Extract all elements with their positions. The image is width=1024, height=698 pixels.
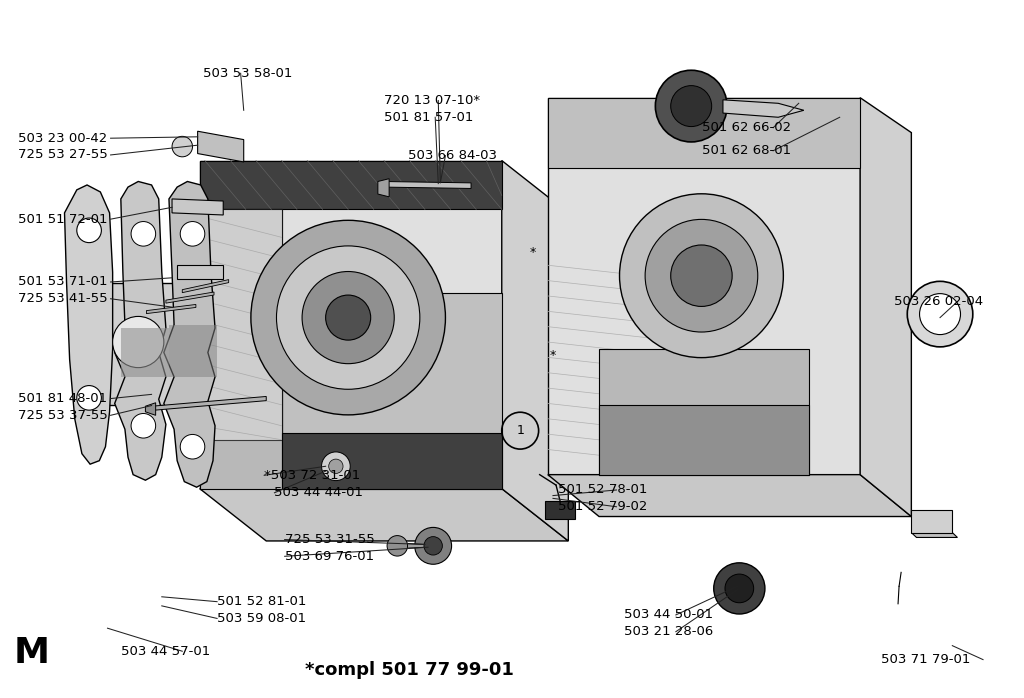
Text: 501 52 81-01: 501 52 81-01 [217,595,306,608]
Circle shape [387,535,408,556]
Text: 503 59 08-01: 503 59 08-01 [217,612,306,625]
Polygon shape [911,533,957,537]
Circle shape [920,294,961,334]
Circle shape [620,194,783,357]
Text: 503 53 58-01: 503 53 58-01 [203,67,292,80]
Text: 1: 1 [516,424,524,437]
Polygon shape [152,396,266,410]
Text: M: M [14,636,50,669]
Text: 501 53 71-01: 501 53 71-01 [18,276,108,288]
Polygon shape [65,185,113,464]
Circle shape [180,434,205,459]
Polygon shape [164,181,215,487]
Polygon shape [548,98,860,475]
Text: 725 53 37-55: 725 53 37-55 [18,409,109,422]
Text: 501 52 79-02: 501 52 79-02 [558,500,647,513]
Circle shape [415,528,452,564]
Text: 501 81 48-01: 501 81 48-01 [18,392,108,405]
Text: 501 62 66-02: 501 62 66-02 [702,121,792,134]
Polygon shape [860,98,911,517]
Circle shape [131,221,156,246]
Polygon shape [200,209,282,489]
Text: *503 72 31-01: *503 72 31-01 [264,469,360,482]
Circle shape [172,136,193,157]
Polygon shape [382,181,471,188]
Polygon shape [282,293,502,489]
Polygon shape [399,543,425,549]
Polygon shape [182,280,228,292]
Polygon shape [282,433,502,489]
Polygon shape [378,179,389,197]
Circle shape [113,316,164,368]
Polygon shape [200,209,282,440]
Polygon shape [200,161,502,209]
Text: 501 51 72-01: 501 51 72-01 [18,213,108,225]
Polygon shape [200,161,502,489]
Text: 503 44 50-01: 503 44 50-01 [624,609,713,621]
Circle shape [326,295,371,340]
Text: 501 62 68-01: 501 62 68-01 [702,144,792,157]
Circle shape [276,246,420,389]
Text: 503 44 57-01: 503 44 57-01 [121,645,210,658]
Polygon shape [121,328,169,377]
Text: 503 21 28-06: 503 21 28-06 [624,625,713,638]
Text: 725 53 41-55: 725 53 41-55 [18,292,109,305]
Circle shape [671,245,732,306]
Text: 503 69 76-01: 503 69 76-01 [285,550,374,563]
Polygon shape [548,98,860,168]
Polygon shape [177,265,223,279]
Polygon shape [166,292,214,303]
Polygon shape [200,489,568,541]
Circle shape [180,221,205,246]
Polygon shape [145,403,156,415]
Text: 720 13 07-10*: 720 13 07-10* [384,94,480,107]
Circle shape [329,459,343,473]
Text: 503 44 44-01: 503 44 44-01 [274,487,364,499]
Polygon shape [545,501,575,519]
Polygon shape [220,503,502,513]
Text: *compl 501 77 99-01: *compl 501 77 99-01 [305,661,514,679]
Polygon shape [723,100,804,117]
Polygon shape [548,475,911,517]
Polygon shape [599,405,809,475]
Circle shape [251,221,445,415]
Text: 725 53 27-55: 725 53 27-55 [18,149,109,161]
Text: 501 81 57-01: 501 81 57-01 [384,111,473,124]
Text: *: * [529,246,536,259]
Circle shape [302,272,394,364]
Polygon shape [911,510,952,533]
Polygon shape [115,181,166,480]
Text: 503 26 02-04: 503 26 02-04 [894,295,983,308]
Circle shape [655,70,727,142]
Circle shape [725,574,754,603]
Text: 501 52 78-01: 501 52 78-01 [558,484,647,496]
Circle shape [322,452,350,481]
Text: *: * [550,350,556,362]
Text: 503 66 84-03: 503 66 84-03 [408,149,497,162]
Circle shape [714,563,765,614]
Text: 503 23 00-42: 503 23 00-42 [18,132,108,144]
Circle shape [907,281,973,347]
Polygon shape [172,199,223,215]
Text: 725 53 31-55: 725 53 31-55 [285,533,375,546]
Circle shape [77,385,101,410]
Circle shape [424,537,442,555]
Polygon shape [198,131,244,162]
Circle shape [77,218,101,243]
Polygon shape [502,161,568,541]
Polygon shape [146,304,196,313]
Polygon shape [599,349,809,475]
Polygon shape [80,283,200,405]
Text: 503 71 79-01: 503 71 79-01 [881,653,970,666]
Circle shape [645,219,758,332]
Circle shape [671,86,712,126]
Circle shape [131,413,156,438]
Polygon shape [169,325,217,377]
